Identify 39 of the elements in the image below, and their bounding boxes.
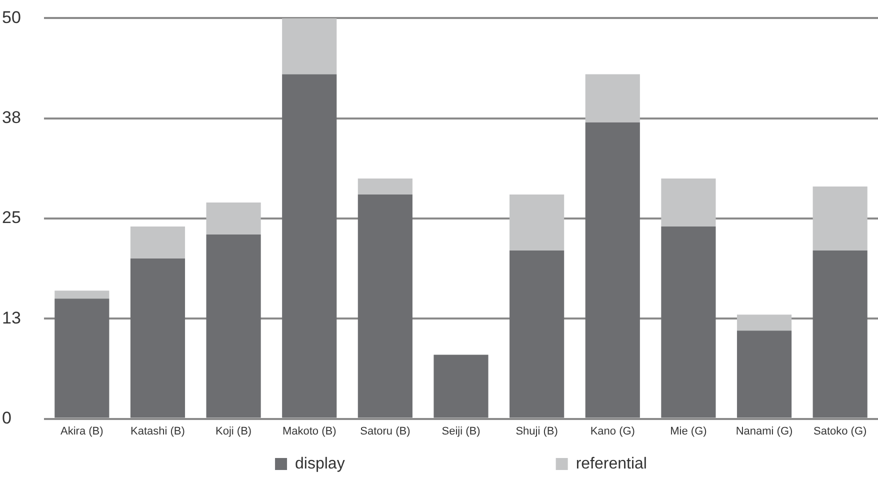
x-tick-label: Shuji (B) (516, 425, 558, 438)
bar (130, 258, 186, 418)
y-tick-label: 0 (2, 408, 12, 428)
bar (282, 74, 337, 418)
x-tick-label: Satoko (G) (813, 425, 867, 438)
bar (206, 202, 261, 235)
bar (54, 290, 110, 299)
bar (54, 298, 110, 418)
x-tick-label: Koji (B) (216, 425, 252, 438)
x-tick-label: Satoru (B) (360, 425, 410, 438)
x-tick-label: Seiji (B) (442, 425, 480, 438)
bar (358, 194, 412, 418)
bar (358, 178, 412, 194)
bar (812, 250, 868, 418)
y-tick-label: 50 (2, 8, 21, 27)
x-tick-label: Nanami (G) (736, 425, 793, 438)
x-tick-label: Katashi (B) (130, 425, 185, 438)
bar (282, 18, 337, 74)
bar (585, 122, 640, 418)
y-tick-label: 25 (2, 208, 21, 228)
bar (585, 74, 640, 122)
bar (812, 186, 868, 251)
x-tick-label: Makoto (B) (282, 425, 336, 438)
bar (510, 194, 564, 251)
bar (661, 226, 716, 418)
bar (206, 234, 261, 418)
bar (130, 226, 186, 259)
y-tick-label: 13 (2, 308, 21, 328)
bar (510, 250, 564, 418)
x-tick-label: Mie (G) (670, 425, 707, 438)
legend-label: display (295, 455, 345, 472)
bar (434, 354, 488, 418)
x-tick-label: Akira (B) (60, 425, 104, 438)
bar (661, 178, 716, 227)
x-tick-label: Kano (G) (590, 425, 635, 438)
y-tick-label: 38 (2, 108, 21, 128)
legend-label: referential (576, 455, 647, 472)
bar (736, 330, 792, 418)
bar (736, 314, 792, 331)
